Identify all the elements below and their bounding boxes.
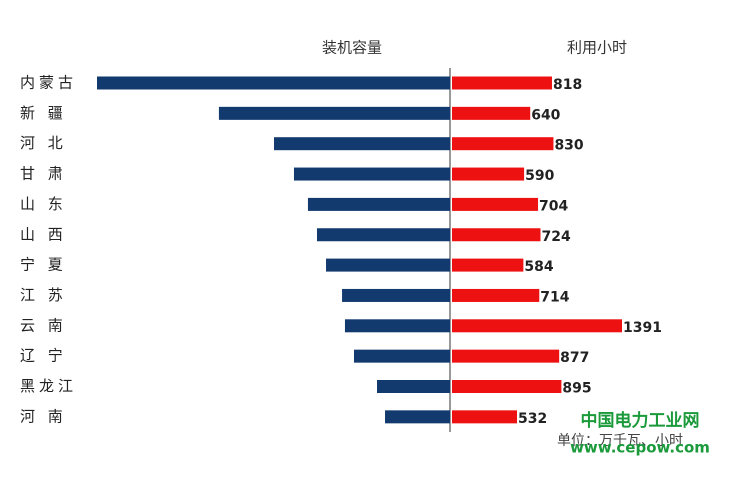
category-label: 宁 夏	[20, 256, 67, 274]
right-bar	[452, 380, 562, 393]
unit-note: 单位：万千瓦、小时	[557, 433, 683, 449]
value-label: 704	[539, 198, 568, 214]
right-bar	[452, 349, 560, 363]
left-header: 装机容量	[322, 39, 382, 57]
watermark-url: www.cepow.com	[570, 439, 710, 457]
left-bar	[316, 228, 450, 242]
right-bar	[452, 288, 540, 302]
value-label: 532	[518, 411, 547, 427]
value-label: 818	[553, 77, 582, 93]
left-bar	[326, 258, 450, 272]
watermark-title: 中国电力工业网	[581, 410, 700, 431]
left-bar	[342, 288, 450, 302]
left-bar	[344, 319, 450, 333]
right-header: 利用小时	[567, 39, 627, 57]
value-label: 1391	[623, 320, 662, 336]
category-label: 内蒙古	[20, 74, 77, 92]
value-label: 724	[541, 229, 570, 245]
category-label: 甘 肃	[20, 165, 67, 183]
right-bar	[452, 410, 518, 424]
left-bar	[353, 349, 450, 363]
category-label: 山 西	[20, 225, 67, 243]
category-label: 河 南	[20, 407, 67, 425]
value-label: 584	[524, 259, 553, 275]
right-bar	[452, 197, 539, 211]
right-bar	[452, 167, 525, 181]
right-bar	[452, 319, 622, 333]
value-label: 877	[560, 350, 589, 366]
right-bar	[452, 258, 524, 272]
left-bar	[218, 106, 450, 120]
right-bar	[452, 106, 531, 120]
value-label: 714	[540, 289, 569, 305]
value-label: 640	[531, 107, 560, 123]
right-bar	[452, 228, 541, 242]
left-bar	[97, 76, 450, 90]
left-bar	[377, 380, 450, 393]
value-label: 590	[525, 168, 554, 184]
left-bar	[274, 137, 450, 151]
category-label: 山 东	[20, 195, 67, 213]
right-bar	[452, 137, 554, 151]
left-bar	[385, 410, 450, 424]
value-label: 895	[562, 381, 591, 397]
category-label: 新 疆	[20, 104, 67, 122]
category-label: 黑龙江	[20, 377, 77, 395]
left-bar	[307, 197, 450, 211]
left-bar	[293, 167, 450, 181]
right-bar	[452, 76, 552, 90]
category-label: 河 北	[20, 134, 67, 152]
category-label: 辽 宁	[20, 347, 67, 365]
value-label: 830	[554, 138, 583, 154]
category-label: 云 南	[20, 316, 67, 334]
category-label: 江 苏	[20, 286, 67, 304]
